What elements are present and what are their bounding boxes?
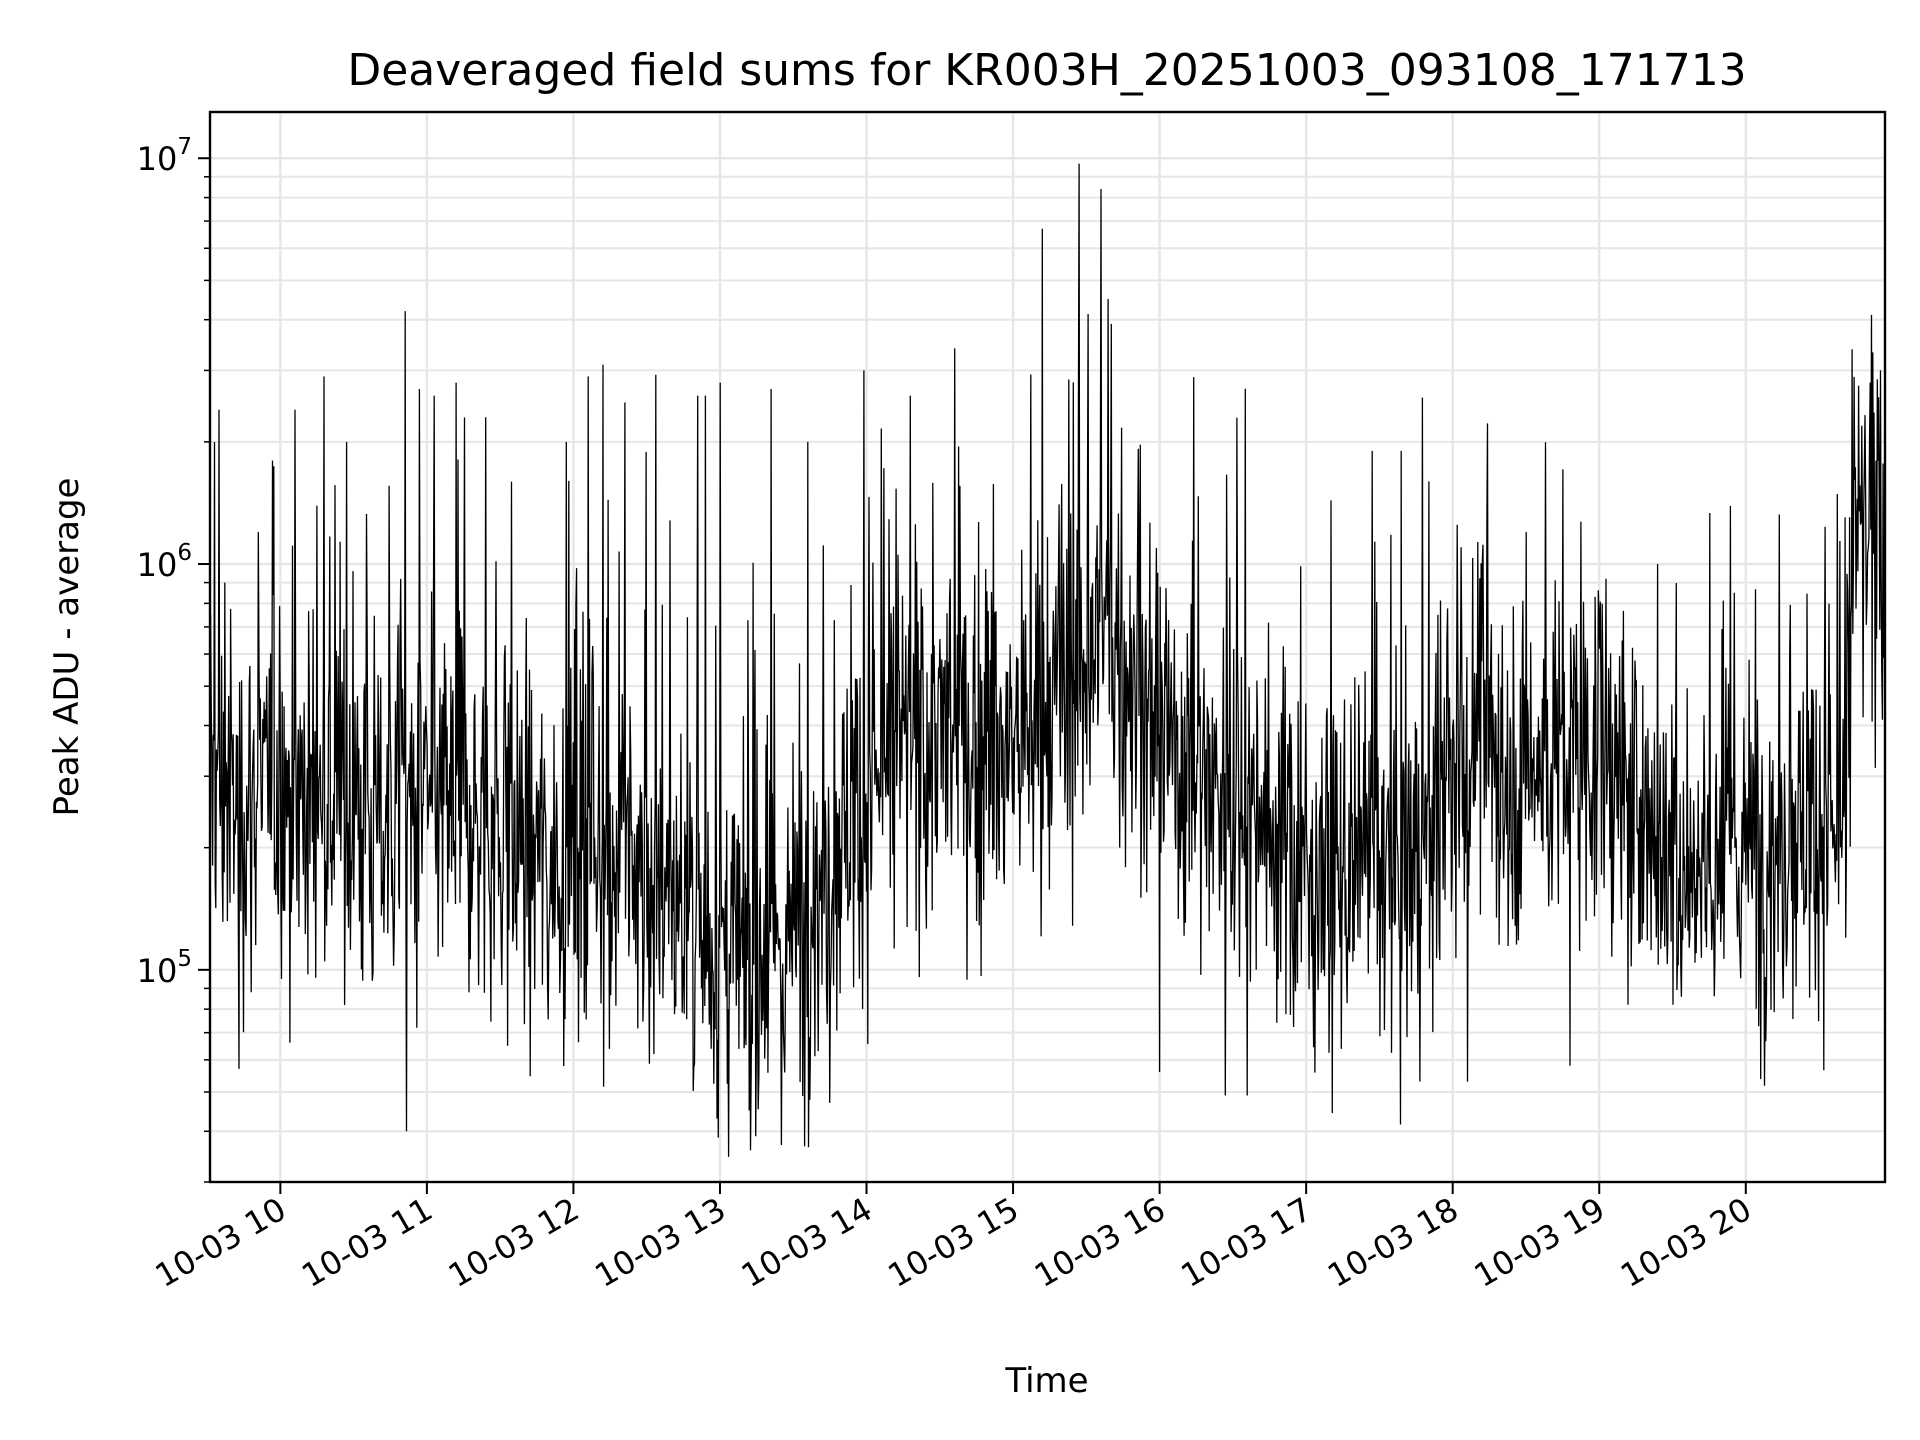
plot-frame: [208, 110, 1887, 1184]
y-tick-base: 10: [137, 140, 178, 178]
y-tick-base: 10: [137, 952, 178, 990]
y-tick-label: 107: [137, 134, 192, 178]
y-axis-label: Peak ADU - average: [47, 478, 87, 817]
y-tick-exponent: 6: [177, 540, 192, 566]
y-tick-label: 106: [137, 540, 192, 584]
y-tick-base: 10: [137, 546, 178, 584]
y-tick-exponent: 5: [177, 946, 192, 972]
data-area: [210, 163, 1885, 1157]
y-tick-label: 105: [137, 946, 192, 990]
x-axis-label: Time: [1004, 1361, 1088, 1401]
y-tick-exponent: 7: [177, 134, 192, 160]
chart-title: Deaveraged field sums for KR003H_2025100…: [347, 45, 1746, 96]
series-line: [210, 163, 1885, 1157]
